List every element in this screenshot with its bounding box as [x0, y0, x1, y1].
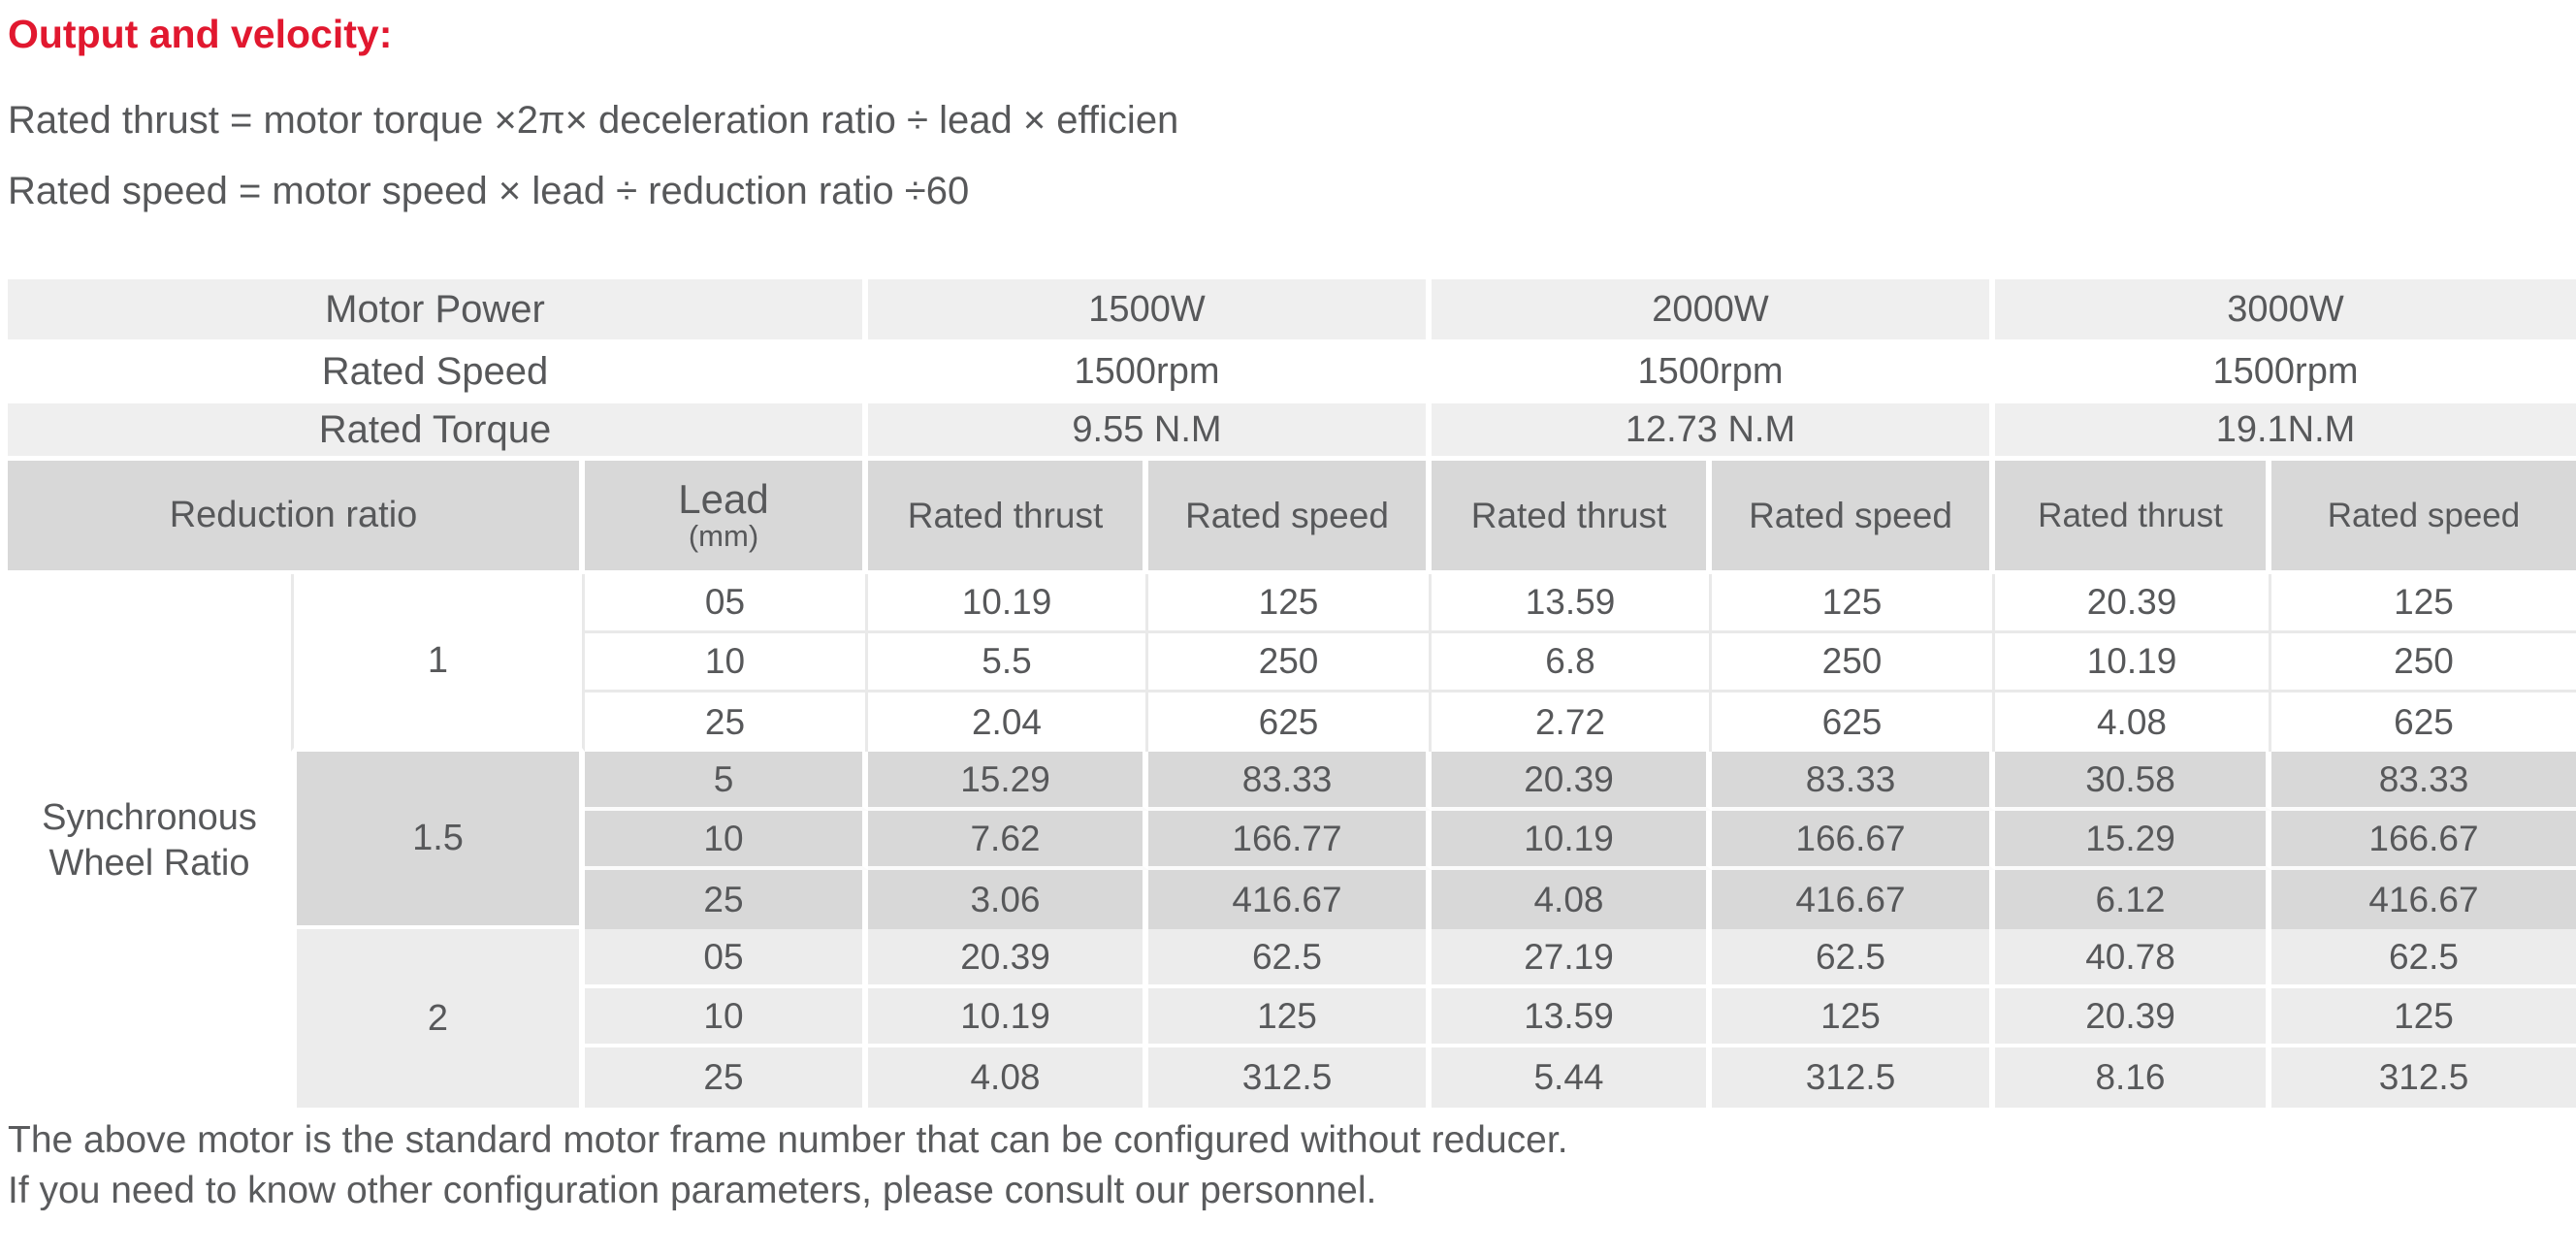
reduction-ratio-header: Reduction ratio	[8, 461, 585, 574]
data-cell: 416.67	[2271, 870, 2576, 929]
rated-torque-label: Rated Torque	[8, 403, 868, 461]
lead-cell: 25	[585, 692, 868, 752]
speed-header-3000: Rated speed	[2271, 461, 2576, 574]
data-cell: 125	[1148, 988, 1432, 1047]
data-cell: 13.59	[1432, 988, 1712, 1047]
lead-cell: 05	[585, 929, 868, 988]
ratio-cell-1: 1	[291, 574, 585, 752]
row-group-label: Synchronous Wheel Ratio	[8, 574, 291, 1108]
data-cell: 6.12	[1995, 870, 2271, 929]
data-cell: 15.29	[868, 752, 1148, 811]
data-cell: 3.06	[868, 870, 1148, 929]
data-cell: 20.39	[1432, 752, 1712, 811]
data-cell: 13.59	[1432, 574, 1712, 633]
data-cell: 312.5	[2271, 1047, 2576, 1108]
formula-block: Rated thrust = motor torque ×2π× deceler…	[8, 85, 1178, 227]
data-cell: 4.08	[868, 1047, 1148, 1108]
data-cell: 10.19	[1995, 633, 2271, 692]
rated-torque-3000: 19.1N.M	[1995, 403, 2576, 461]
data-cell: 83.33	[2271, 752, 2576, 811]
ratio-cell-2: 2	[291, 929, 585, 1108]
lead-cell: 10	[585, 988, 868, 1047]
data-cell: 62.5	[1148, 929, 1432, 988]
data-cell: 15.29	[1995, 811, 2271, 870]
lead-cell: 25	[585, 870, 868, 929]
data-cell: 7.62	[868, 811, 1148, 870]
data-cell: 5.44	[1432, 1047, 1712, 1108]
lead-cell: 10	[585, 811, 868, 870]
spec-table: Motor Power 1500W 2000W 3000W Rated Spee…	[8, 279, 2576, 1108]
data-cell: 20.39	[1995, 988, 2271, 1047]
ratio-cell-1-5: 1.5	[291, 752, 585, 929]
motor-power-3000: 3000W	[1995, 279, 2576, 344]
data-cell: 4.08	[1995, 692, 2271, 752]
data-cell: 312.5	[1712, 1047, 1995, 1108]
data-cell: 2.04	[868, 692, 1148, 752]
data-cell: 625	[1148, 692, 1432, 752]
speed-header-2000: Rated speed	[1712, 461, 1995, 574]
motor-power-1500: 1500W	[868, 279, 1432, 344]
rated-speed-label: Rated Speed	[8, 344, 868, 403]
data-cell: 83.33	[1148, 752, 1432, 811]
page-title: Output and velocity:	[8, 12, 393, 56]
data-cell: 10.19	[1432, 811, 1712, 870]
data-cell: 20.39	[1995, 574, 2271, 633]
speed-header-1500: Rated speed	[1148, 461, 1432, 574]
data-cell: 250	[1712, 633, 1995, 692]
data-cell: 4.08	[1432, 870, 1712, 929]
lead-header: Lead (mm)	[585, 461, 868, 574]
data-cell: 20.39	[868, 929, 1148, 988]
data-cell: 62.5	[2271, 929, 2576, 988]
data-cell: 83.33	[1712, 752, 1995, 811]
formula-rated-thrust: Rated thrust = motor torque ×2π× deceler…	[8, 99, 1179, 142]
data-cell: 10.19	[868, 988, 1148, 1047]
data-cell: 166.67	[1712, 811, 1995, 870]
data-cell: 125	[1712, 574, 1995, 633]
data-cell: 5.5	[868, 633, 1148, 692]
data-cell: 625	[2271, 692, 2576, 752]
rated-speed-1500: 1500rpm	[868, 344, 1432, 403]
thrust-header-1500: Rated thrust	[868, 461, 1148, 574]
data-cell: 125	[1712, 988, 1995, 1047]
data-cell: 125	[2271, 988, 2576, 1047]
data-cell: 40.78	[1995, 929, 2271, 988]
data-cell: 166.77	[1148, 811, 1432, 870]
footer-note-line1: The above motor is the standard motor fr…	[8, 1119, 1568, 1161]
data-cell: 27.19	[1432, 929, 1712, 988]
lead-cell: 05	[585, 574, 868, 633]
data-cell: 312.5	[1148, 1047, 1432, 1108]
thrust-header-2000: Rated thrust	[1432, 461, 1712, 574]
formula-rated-speed: Rated speed = motor speed × lead ÷ reduc…	[8, 170, 970, 212]
footer-notes: The above motor is the standard motor fr…	[8, 1115, 1568, 1216]
lead-cell: 5	[585, 752, 868, 811]
rated-speed-2000: 1500rpm	[1432, 344, 1995, 403]
data-cell: 10.19	[868, 574, 1148, 633]
data-cell: 250	[1148, 633, 1432, 692]
data-cell: 30.58	[1995, 752, 2271, 811]
rated-torque-1500: 9.55 N.M	[868, 403, 1432, 461]
footer-note-line2: If you need to know other configuration …	[8, 1170, 1377, 1211]
data-cell: 6.8	[1432, 633, 1712, 692]
rated-torque-2000: 12.73 N.M	[1432, 403, 1995, 461]
motor-power-2000: 2000W	[1432, 279, 1995, 344]
thrust-header-3000: Rated thrust	[1995, 461, 2271, 574]
data-cell: 416.67	[1148, 870, 1432, 929]
data-cell: 2.72	[1432, 692, 1712, 752]
lead-header-label: Lead	[678, 476, 769, 523]
data-cell: 62.5	[1712, 929, 1995, 988]
lead-cell: 25	[585, 1047, 868, 1108]
data-cell: 125	[2271, 574, 2576, 633]
lead-cell: 10	[585, 633, 868, 692]
motor-power-label: Motor Power	[8, 279, 868, 344]
data-cell: 250	[2271, 633, 2576, 692]
data-cell: 416.67	[1712, 870, 1995, 929]
rated-speed-3000: 1500rpm	[1995, 344, 2576, 403]
data-cell: 8.16	[1995, 1047, 2271, 1108]
data-cell: 625	[1712, 692, 1995, 752]
lead-header-unit: (mm)	[688, 519, 759, 554]
data-cell: 125	[1148, 574, 1432, 633]
data-cell: 166.67	[2271, 811, 2576, 870]
